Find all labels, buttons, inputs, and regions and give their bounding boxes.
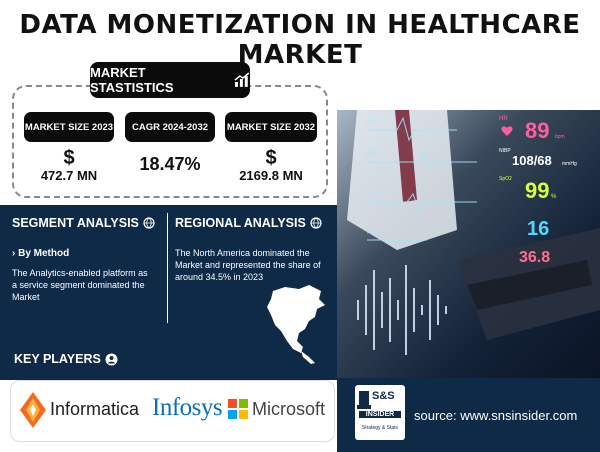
hr-value: 89	[525, 118, 549, 143]
key-players-title: KEY PLAYERS	[14, 352, 101, 366]
hr-unit: bpm	[555, 134, 565, 140]
company-infosys: Infosys	[152, 394, 223, 421]
doctor-monitor-image: HR RR SpO2 RR HR 89 bpm NIBP 108/68 mmHg…	[337, 110, 600, 378]
user-badge-icon	[105, 353, 118, 365]
temp-value: 36.8	[519, 249, 550, 266]
bp-unit: mmHg	[562, 161, 577, 167]
dollar-icon: $	[265, 147, 277, 169]
globe-icon	[310, 217, 322, 229]
company-microsoft: Microsoft	[252, 399, 326, 419]
stats-header-label: MARKET STASTISTICS	[90, 65, 174, 95]
segment-analysis-heading: SEGMENT ANALYSIS	[12, 216, 155, 230]
north-america-map-icon	[267, 285, 325, 364]
spo2-unit: %	[551, 194, 557, 200]
stats-header: MARKET STASTISTICS	[90, 62, 250, 98]
logo-top-text: S&S	[372, 390, 395, 402]
segment-subheading: › By Method	[12, 248, 70, 259]
regional-analysis-title: REGIONAL ANALYSIS	[175, 216, 306, 230]
vitals-illustration: HR RR SpO2 RR HR 89 bpm NIBP 108/68 mmHg…	[347, 110, 600, 355]
company-informatica: Informatica	[50, 399, 140, 419]
source-text: source: www.snsinsider.com	[414, 408, 578, 423]
sns-insider-logo: S&S INSIDER Strategy & Stats	[355, 385, 405, 440]
globe-icon	[143, 217, 155, 229]
bp-label: NIBP	[499, 148, 511, 154]
stat-value: 472.7 MN	[40, 168, 98, 183]
rr-value: 16	[527, 218, 549, 240]
chart-growth-icon	[234, 72, 250, 87]
segment-description: The Analytics-enabled platform as a serv…	[12, 268, 148, 302]
key-players-logos	[10, 380, 335, 442]
chess-piece-icon	[357, 391, 371, 409]
logo-bottom-text: Strategy & Stats	[361, 425, 399, 431]
heart-icon	[501, 126, 513, 136]
stat-market-2032: MARKET SIZE 2032 $ 2169.8 MN	[225, 112, 317, 184]
stat-label: MARKET SIZE 2032	[225, 112, 317, 142]
panel-divider	[167, 213, 168, 323]
regional-analysis-heading: REGIONAL ANALYSIS	[175, 216, 322, 230]
logo-mid-text: INSIDER	[359, 411, 401, 418]
stat-value: 18.47%	[139, 154, 201, 174]
regional-description: The North America dominated the Market a…	[175, 248, 321, 282]
monitor-left-label: HR	[367, 120, 376, 126]
monitor-left-label: SpO2	[367, 192, 383, 198]
page-title: DATA MONETIZATION IN HEALTHCARE MARKET	[19, 10, 581, 70]
key-players-heading: KEY PLAYERS	[14, 352, 118, 366]
stat-label: CAGR 2024-2032	[125, 112, 215, 142]
microsoft-logo-icon	[228, 399, 248, 419]
segment-analysis-title: SEGMENT ANALYSIS	[12, 216, 139, 230]
informatica-logo-icon	[20, 392, 46, 428]
monitor-left-label: RR	[367, 152, 376, 158]
spo2-label: SpO2	[499, 176, 512, 182]
dollar-icon: $	[63, 147, 75, 169]
bp-value: 108/68	[512, 153, 552, 168]
monitor-left-label: RR	[367, 230, 376, 236]
stat-cagr: CAGR 2024-2032 18.47%	[125, 112, 215, 174]
spo2-value: 99	[525, 178, 549, 203]
stat-market-2023: MARKET SIZE 2023 $ 472.7 MN	[24, 112, 114, 184]
hr-label: HR	[499, 116, 508, 122]
stat-value: 2169.8 MN	[239, 168, 303, 183]
stat-label: MARKET SIZE 2023	[24, 112, 114, 142]
